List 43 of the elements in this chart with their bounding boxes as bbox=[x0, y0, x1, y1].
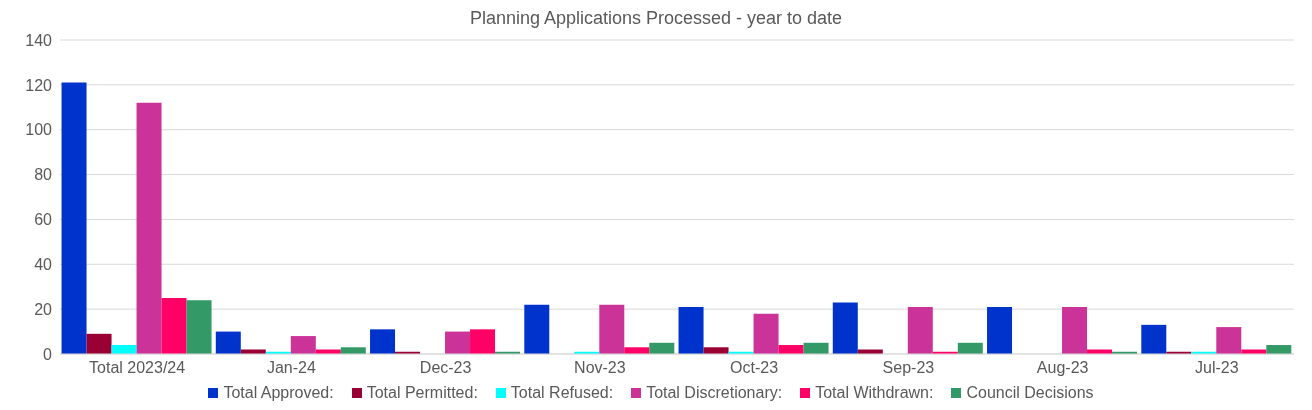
bar bbox=[445, 331, 471, 354]
bar bbox=[186, 300, 212, 354]
x-tick-label: Total 2023/24 bbox=[89, 359, 186, 377]
y-tick-label: 0 bbox=[43, 345, 53, 363]
bar bbox=[161, 297, 187, 354]
bar bbox=[524, 304, 550, 354]
y-tick-label: 40 bbox=[34, 255, 53, 273]
x-tick-label: Jul-23 bbox=[1195, 359, 1239, 377]
bar bbox=[86, 333, 112, 354]
y-tick-label: 140 bbox=[25, 31, 53, 49]
bar bbox=[61, 82, 87, 354]
bar bbox=[290, 336, 316, 354]
y-tick-label: 20 bbox=[34, 300, 53, 318]
legend-label: Total Discretionary: bbox=[646, 384, 783, 402]
y-tick-label: 120 bbox=[25, 76, 53, 94]
bar bbox=[136, 102, 162, 354]
x-tick-label: Oct-23 bbox=[730, 359, 779, 377]
x-tick-label: Dec-23 bbox=[419, 359, 472, 377]
bar bbox=[987, 306, 1013, 354]
legend-label: Total Withdrawn: bbox=[815, 384, 934, 402]
legend-label: Total Permitted: bbox=[366, 384, 478, 402]
chart-title: Planning Applications Processed - year to date bbox=[468, 8, 844, 30]
bar bbox=[1216, 327, 1242, 354]
x-tick-label: Sep-23 bbox=[882, 359, 935, 377]
legend-label: Total Refused: bbox=[510, 384, 614, 402]
bar bbox=[599, 304, 625, 354]
legend-label: Total Approved: bbox=[223, 384, 334, 402]
x-tick-label: Aug-23 bbox=[1036, 359, 1089, 377]
legend-label: Council Decisions bbox=[966, 384, 1094, 402]
bar bbox=[907, 306, 933, 354]
bar bbox=[1062, 306, 1088, 354]
bar bbox=[753, 313, 779, 354]
bar bbox=[370, 329, 396, 354]
bar bbox=[832, 302, 858, 354]
y-tick-label: 80 bbox=[34, 166, 53, 184]
bar bbox=[678, 306, 704, 354]
x-tick-label: Nov-23 bbox=[574, 359, 626, 377]
y-tick-label: 60 bbox=[34, 211, 53, 229]
bar bbox=[1141, 324, 1167, 354]
x-tick-label: Jan-24 bbox=[266, 359, 316, 377]
y-tick-label: 100 bbox=[25, 121, 53, 139]
bar bbox=[470, 329, 496, 354]
bar bbox=[215, 331, 241, 354]
